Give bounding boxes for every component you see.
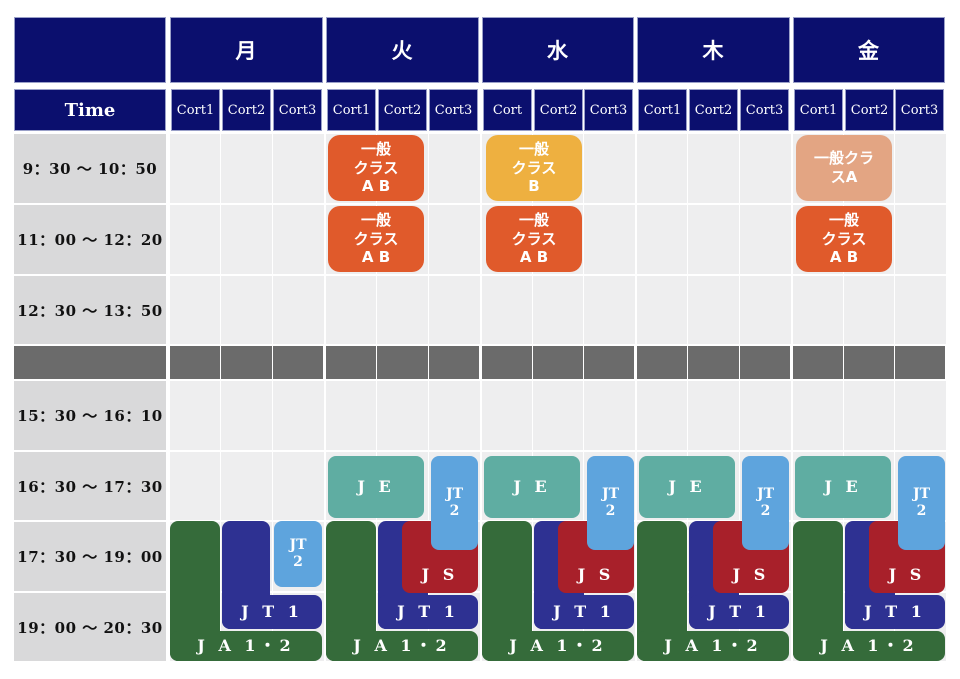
class-jt1[interactable]: J T 1 [378,595,478,629]
class-general-b[interactable]: 一般 クラス B [486,135,582,201]
grid-line [687,133,688,662]
class-general-ab[interactable]: 一般 クラス A B [328,206,424,272]
court-header: Cort3 [895,89,944,131]
grid-line [220,133,221,662]
court-header: Cort [483,89,532,131]
court-header: Cort3 [584,89,633,131]
court-header: Cort2 [845,89,894,131]
class-je[interactable]: J E [484,456,580,518]
day-header: 金 [793,17,945,83]
court-header: Cort1 [171,89,220,131]
grid-line [532,133,533,662]
grid-line [480,133,482,662]
time-slot-label: 16：30 ～ 17：30 [14,452,166,520]
grid-line [168,133,170,662]
time-slot-label: 19：00 ～ 20：30 [14,593,166,661]
class-jt2[interactable]: JT 2 [431,456,478,550]
class-jt2[interactable]: JT 2 [274,521,322,587]
corner-header [14,17,166,83]
class-general-ab[interactable]: 一般 クラス A B [328,135,424,201]
class-ja12[interactable]: J A 1・2 [482,631,634,661]
day-header: 木 [637,17,790,83]
time-slot-label: 17：30 ～ 19：00 [14,522,166,591]
court-header: Cort3 [429,89,478,131]
time-slot-label: 9：30 ～ 10：50 [14,134,166,203]
class-ja12[interactable]: J A 1・2 [170,631,322,661]
grid-line [843,133,844,662]
break-band [636,346,790,379]
court-header: Cort2 [689,89,738,131]
grid-line [376,133,377,662]
class-jt2[interactable]: JT 2 [587,456,634,550]
break-band [14,346,166,379]
time-column-header: Time [14,89,166,131]
class-general-ab[interactable]: 一般 クラス A B [486,206,582,272]
day-header: 月 [170,17,323,83]
time-slot-label: 15：30 ～ 16：10 [14,381,166,450]
break-band [792,346,945,379]
class-je[interactable]: J E [639,456,735,518]
class-je[interactable]: J E [328,456,424,518]
grid-line [739,133,740,662]
court-header: Cort3 [740,89,789,131]
grid-line [635,133,637,662]
time-slot-label: 12：30 ～ 13：50 [14,276,166,344]
day-header: 火 [326,17,479,83]
court-header: Cort3 [273,89,322,131]
break-band [169,346,323,379]
schedule-row [168,276,946,344]
grid-line [791,133,793,662]
class-general-ab[interactable]: 一般 クラス A B [796,206,892,272]
class-jt2[interactable]: JT 2 [898,456,945,550]
court-header: Cort2 [378,89,427,131]
court-header: Cort1 [638,89,687,131]
class-ja12[interactable]: J A 1・2 [326,631,478,661]
class-jt1[interactable]: J T 1 [689,595,789,629]
court-header: Cort1 [794,89,843,131]
grid-line [894,133,895,662]
grid-line [428,133,429,662]
court-header: Cort2 [534,89,583,131]
break-band [325,346,479,379]
day-header: 水 [482,17,634,83]
court-header: Cort1 [327,89,376,131]
class-general-a[interactable]: 一般クラ スA [796,135,892,201]
break-band [481,346,634,379]
grid-line [583,133,584,662]
class-jt2[interactable]: JT 2 [742,456,789,550]
class-jt1[interactable]: J T 1 [534,595,634,629]
grid-line [324,133,326,662]
class-ja12[interactable]: J A 1・2 [793,631,945,661]
class-je[interactable]: J E [795,456,891,518]
class-jt1[interactable]: J T 1 [845,595,945,629]
class-ja12[interactable]: J A 1・2 [637,631,789,661]
schedule-row [168,381,946,450]
court-header: Cort2 [222,89,271,131]
time-slot-label: 11：00 ～ 12：20 [14,205,166,274]
class-jt1[interactable]: J T 1 [222,595,322,629]
grid-line [272,133,273,662]
